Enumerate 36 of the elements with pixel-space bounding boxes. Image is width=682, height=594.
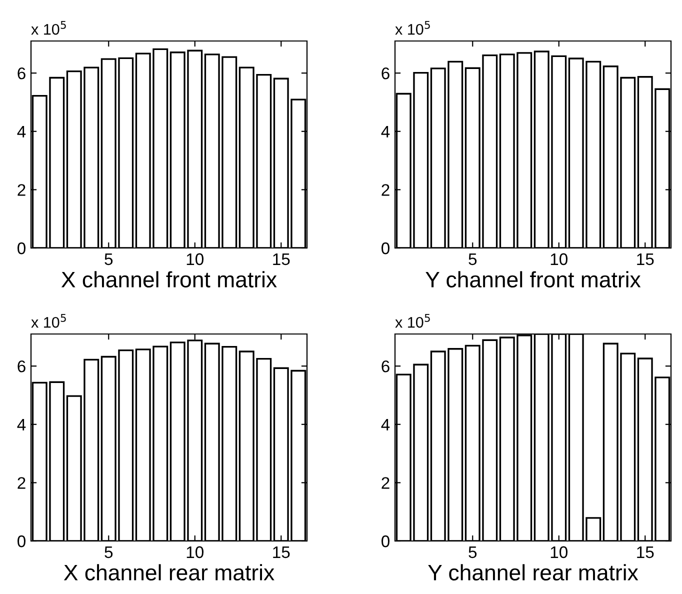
x-tick-label: 15 (273, 546, 290, 558)
x-axis-title: Y channel front matrix (426, 271, 641, 288)
x-tick-label: 10 (186, 546, 204, 558)
y-tick-label: 6 (18, 360, 26, 372)
x-tick-label: 10 (550, 546, 568, 558)
y-tick-label: 2 (18, 477, 26, 489)
x-tick-label: 5 (468, 546, 477, 558)
x-axis-title: X channel front matrix (61, 271, 277, 288)
text: x 10$^{5}$ (31, 20, 66, 35)
y-tick-label: 0 (18, 535, 26, 548)
y-tick-label: 0 (382, 242, 390, 254)
text: x 10$^{5}$ (31, 314, 66, 328)
y-tick-label: 4 (17, 126, 26, 138)
y-tick-label: 2 (382, 477, 390, 489)
y-tick-label: 2 (382, 184, 390, 196)
y-tick-label: 6 (382, 67, 390, 80)
text: x 10$^{5}$ (395, 314, 430, 328)
y-tick-label: 0 (382, 535, 390, 548)
text: x 10$^{5}$ (395, 20, 430, 35)
x-axis-title: Y channel rear matrix (428, 564, 638, 580)
y-tick-label: 0 (18, 242, 26, 254)
x-tick-label: 15 (637, 546, 654, 558)
y-tick-label: 4 (381, 126, 390, 138)
y-tick-label: 6 (18, 67, 26, 80)
y-tick-label: 2 (18, 184, 26, 196)
x-tick-label: 10 (550, 253, 568, 266)
y-tick-label: 6 (382, 360, 390, 372)
x-axis-title: X channel rear matrix (64, 564, 274, 580)
y-tick-label: 4 (381, 418, 390, 430)
x-tick-label: 15 (273, 253, 290, 266)
y-tick-label: 4 (17, 418, 26, 430)
x-tick-label: 15 (637, 253, 654, 266)
x-tick-label: 10 (186, 253, 204, 266)
x-tick-label: 5 (468, 253, 477, 266)
x-tick-label: 5 (104, 253, 113, 266)
x-tick-label: 5 (104, 546, 113, 558)
